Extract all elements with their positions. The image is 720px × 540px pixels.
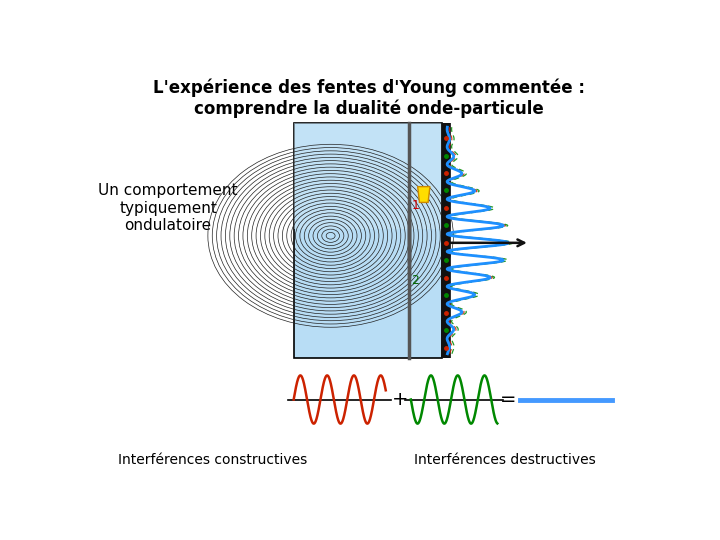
Text: 1: 1 bbox=[411, 199, 419, 212]
Polygon shape bbox=[418, 187, 430, 202]
Text: Un comportement
typiquement
ondulatoire: Un comportement typiquement ondulatoire bbox=[99, 184, 238, 233]
Text: L'expérience des fentes d'Young commentée :: L'expérience des fentes d'Young commenté… bbox=[153, 78, 585, 97]
Text: Interférences constructives: Interférences constructives bbox=[118, 453, 307, 467]
Bar bbox=[294, 123, 441, 229]
Text: +: + bbox=[392, 390, 408, 409]
Text: comprendre la dualité onde-particule: comprendre la dualité onde-particule bbox=[194, 99, 544, 118]
Bar bbox=[294, 123, 441, 358]
Text: =: = bbox=[500, 390, 517, 409]
Text: Interférences destructives: Interférences destructives bbox=[413, 453, 595, 467]
Text: 2: 2 bbox=[411, 274, 419, 287]
